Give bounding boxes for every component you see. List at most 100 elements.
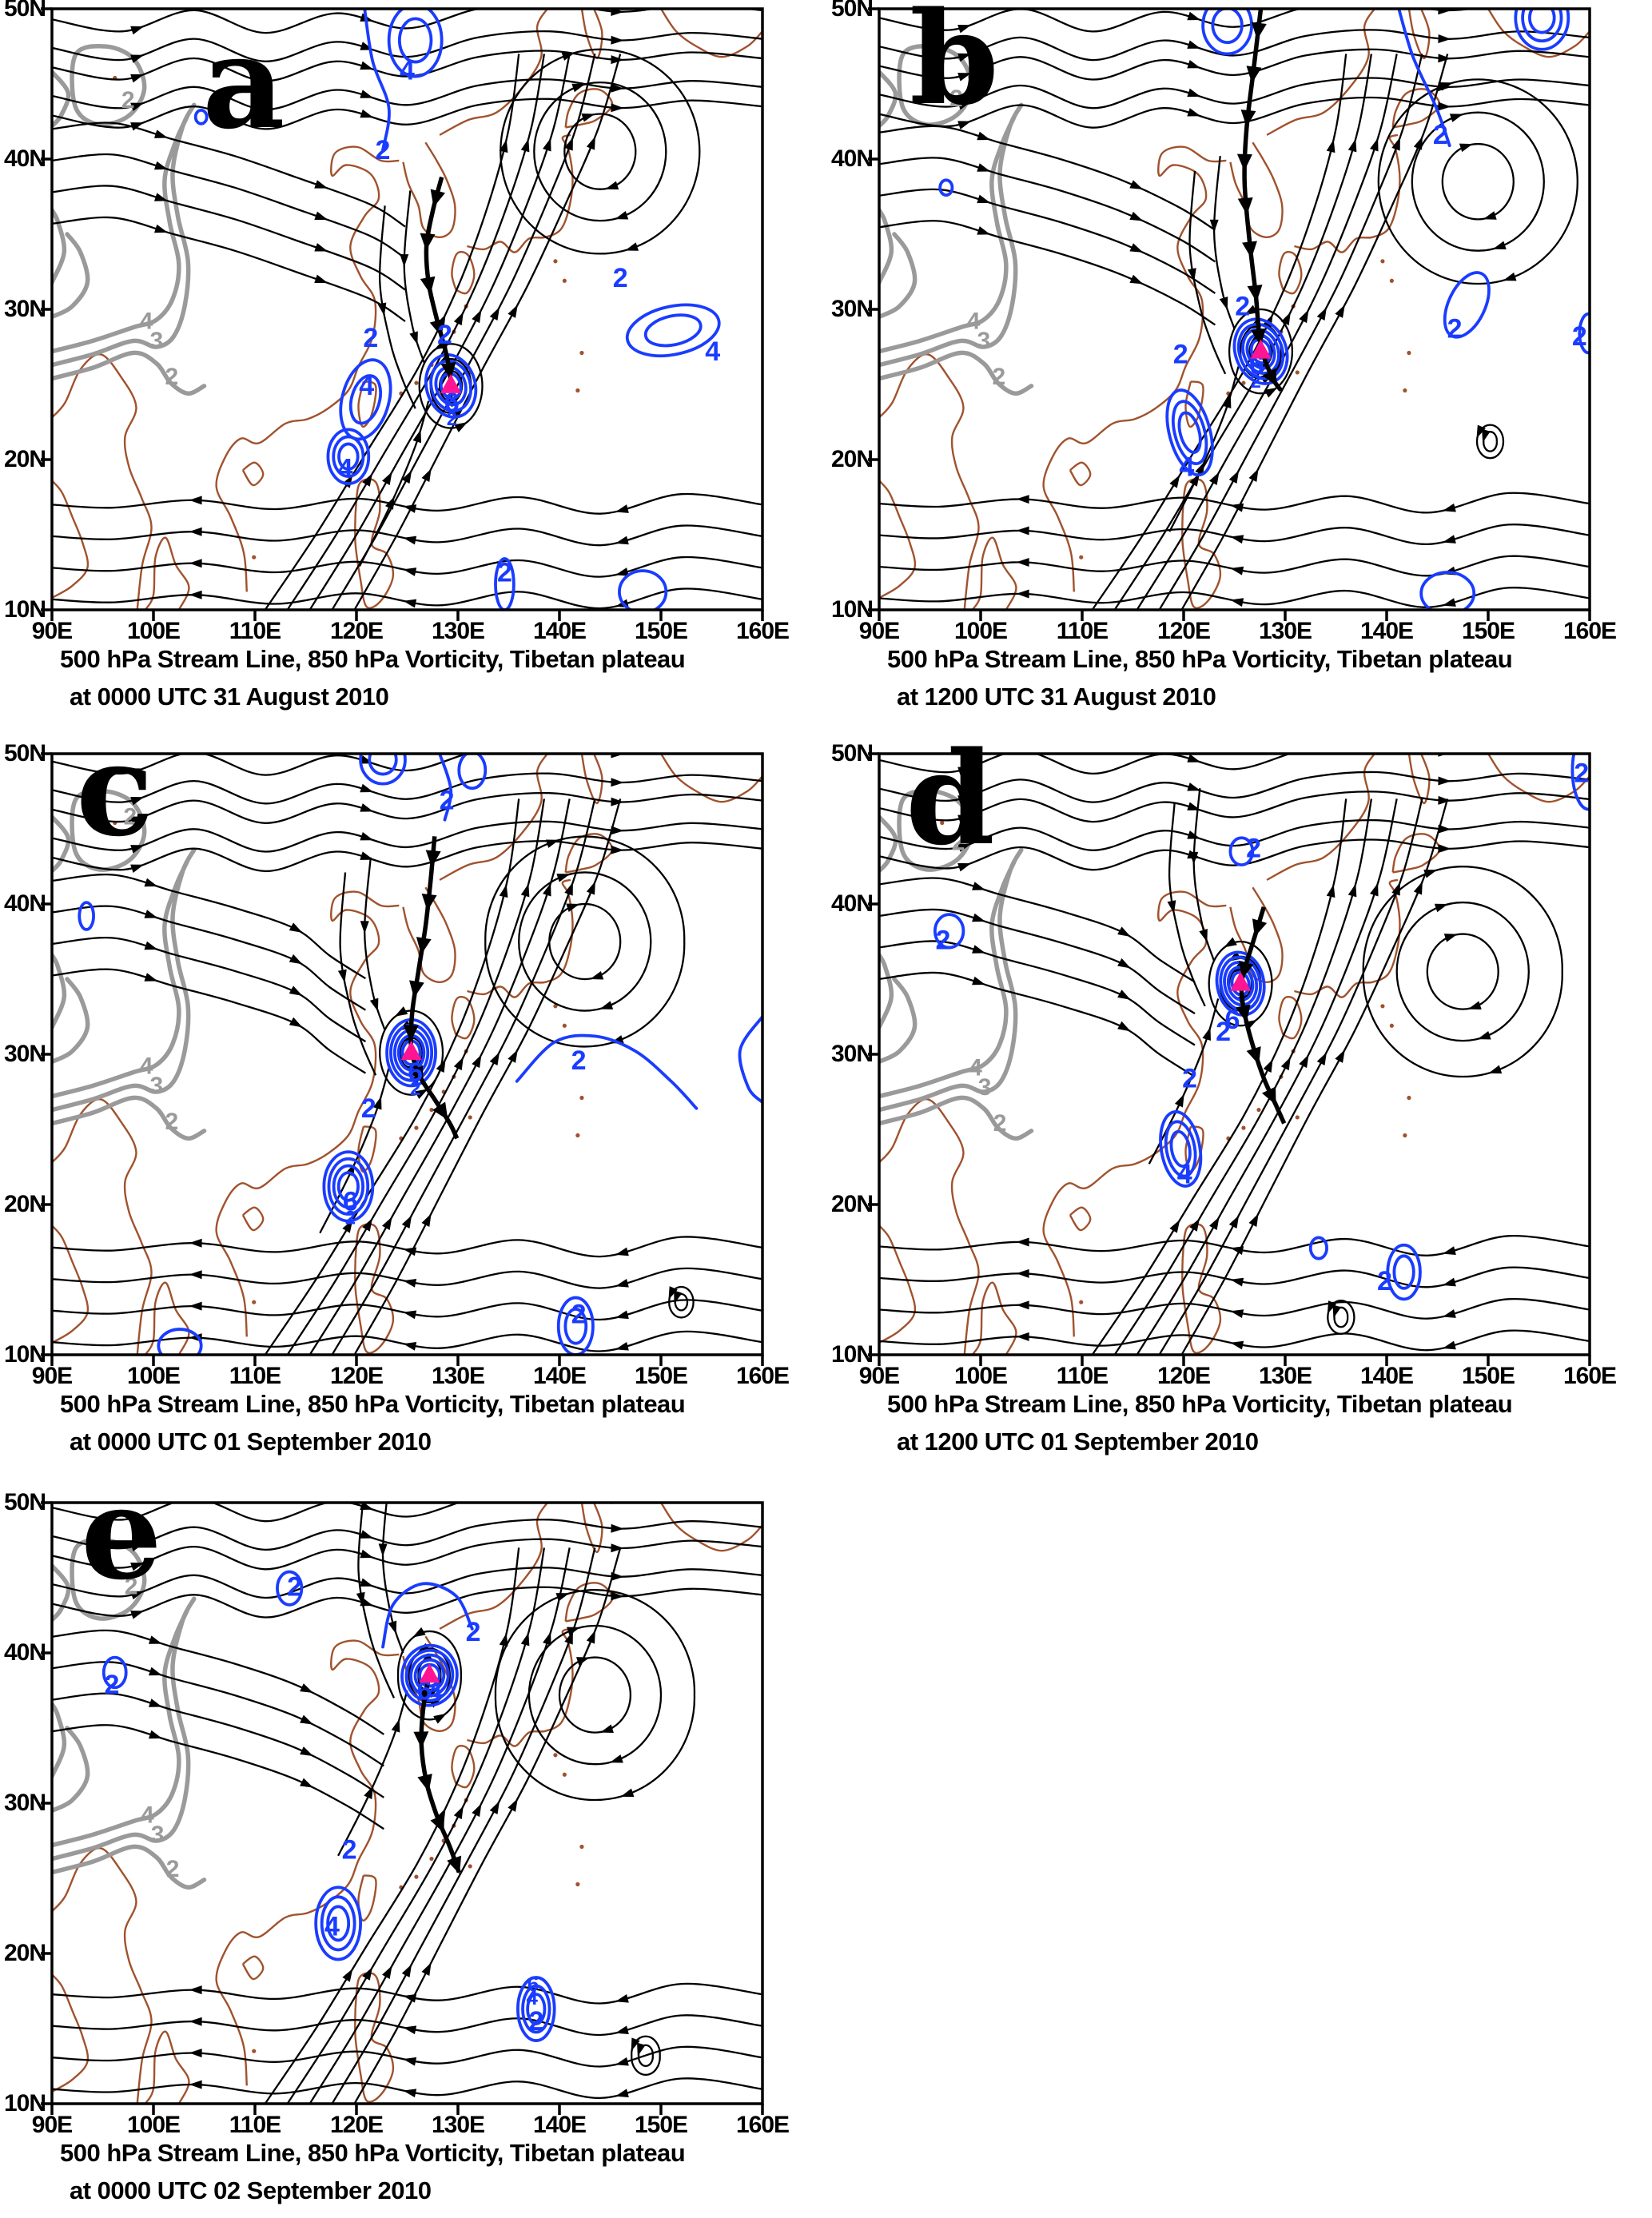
caption-line2: at 1200 UTC 01 September 2010 (897, 1428, 1259, 1455)
x-tick-label: 160E (735, 618, 790, 644)
x-tick-label: 110E (1056, 618, 1109, 644)
svg-text:2: 2 (447, 408, 457, 430)
y-tick-label: 50N (3, 1489, 46, 1515)
svg-text:4: 4 (359, 371, 374, 401)
y-tick-label: 10N (3, 2090, 46, 2116)
svg-text:4: 4 (338, 454, 353, 484)
svg-text:2: 2 (1447, 314, 1463, 344)
x-tick-label: 160E (1562, 1363, 1617, 1389)
x-tick-label: 100E (126, 2112, 181, 2138)
y-tick-label: 40N (830, 890, 874, 917)
svg-text:6: 6 (408, 1057, 423, 1088)
y-tick-label: 40N (3, 1639, 46, 1666)
x-tick-label: 130E (431, 1363, 485, 1389)
y-tick-label: 30N (830, 1041, 874, 1067)
y-tick-label: 30N (3, 1041, 46, 1067)
x-tick-label: 110E (229, 1363, 281, 1389)
svg-text:2: 2 (440, 786, 455, 816)
x-tick-label: 110E (229, 618, 281, 644)
svg-text:4: 4 (526, 1985, 538, 2009)
y-tick-label: 40N (3, 890, 46, 917)
caption-line1: 500 hPa Stream Line, 850 hPa Vorticity, … (60, 2139, 686, 2167)
svg-text:2: 2 (123, 803, 137, 830)
x-tick-label: 160E (735, 1363, 790, 1389)
x-tick-label: 160E (735, 2112, 790, 2138)
caption-line2: at 1200 UTC 31 August 2010 (897, 683, 1216, 711)
svg-text:4: 4 (324, 1911, 340, 1941)
x-tick-label: 90E (31, 1363, 73, 1389)
svg-text:6: 6 (343, 1187, 358, 1217)
caption-line1: 500 hPa Stream Line, 850 hPa Vorticity, … (887, 1390, 1513, 1418)
svg-text:6: 6 (417, 1675, 432, 1706)
svg-text:2: 2 (993, 1110, 1007, 1137)
x-tick-label: 110E (229, 2112, 281, 2138)
svg-text:2: 2 (125, 1574, 138, 1600)
x-tick-label: 140E (1359, 618, 1414, 644)
svg-text:3: 3 (978, 1074, 992, 1101)
x-tick-label: 150E (1461, 618, 1515, 644)
x-tick-label: 130E (431, 2112, 485, 2138)
x-tick-label: 140E (1359, 1363, 1414, 1389)
svg-text:2: 2 (613, 263, 628, 293)
svg-text:2: 2 (466, 1617, 481, 1647)
x-tick-label: 90E (31, 2112, 73, 2138)
x-tick-label: 90E (858, 1363, 900, 1389)
svg-text:2: 2 (1377, 1266, 1392, 1296)
svg-text:2: 2 (993, 364, 1006, 390)
x-tick-label: 140E (532, 1363, 587, 1389)
svg-text:4: 4 (140, 1053, 153, 1079)
x-tick-label: 150E (634, 2112, 688, 2138)
svg-text:2: 2 (1235, 292, 1250, 322)
y-tick-label: 10N (3, 1341, 46, 1368)
panel-letter: c (76, 715, 153, 865)
x-tick-label: 120E (1156, 618, 1211, 644)
svg-text:4: 4 (140, 308, 153, 334)
x-tick-label: 120E (329, 618, 384, 644)
svg-text:2: 2 (121, 87, 135, 113)
svg-text:2: 2 (1250, 371, 1260, 392)
y-tick-label: 30N (830, 296, 874, 322)
svg-text:2: 2 (363, 323, 378, 353)
y-tick-label: 20N (3, 1191, 46, 1217)
panel-letter: d (906, 723, 995, 874)
panel-letter: a (202, 7, 285, 157)
y-tick-label: 40N (3, 145, 46, 172)
typhoon-marker (1230, 971, 1252, 991)
x-tick-label: 150E (1461, 1363, 1515, 1389)
x-tick-label: 100E (126, 618, 181, 644)
svg-text:2: 2 (1433, 120, 1448, 150)
y-tick-label: 30N (3, 1790, 46, 1816)
svg-text:2: 2 (376, 135, 391, 165)
svg-text:2: 2 (437, 320, 452, 350)
x-tick-label: 90E (31, 618, 73, 644)
caption-line1: 500 hPa Stream Line, 850 hPa Vorticity, … (887, 645, 1513, 673)
typhoon-marker (440, 373, 462, 393)
svg-text:2: 2 (287, 1572, 302, 1603)
y-tick-label: 20N (830, 446, 874, 472)
y-tick-label: 50N (830, 740, 874, 767)
svg-text:4: 4 (141, 1802, 154, 1828)
x-tick-label: 90E (858, 618, 900, 644)
x-tick-label: 150E (634, 1363, 688, 1389)
y-tick-label: 50N (3, 740, 46, 767)
svg-text:4: 4 (400, 55, 415, 86)
svg-text:2: 2 (361, 1093, 376, 1124)
svg-text:4: 4 (1177, 1160, 1192, 1190)
svg-text:2: 2 (528, 2006, 543, 2037)
svg-text:2: 2 (571, 1300, 587, 1330)
svg-text:4: 4 (1179, 452, 1194, 483)
x-tick-label: 120E (1156, 1363, 1211, 1389)
svg-text:2: 2 (1182, 1063, 1197, 1093)
typhoon-marker (419, 1663, 440, 1683)
x-tick-label: 100E (953, 618, 1008, 644)
svg-text:4: 4 (969, 1054, 982, 1081)
svg-text:2: 2 (165, 364, 179, 390)
svg-text:3: 3 (977, 328, 990, 354)
svg-text:2: 2 (104, 1670, 119, 1700)
